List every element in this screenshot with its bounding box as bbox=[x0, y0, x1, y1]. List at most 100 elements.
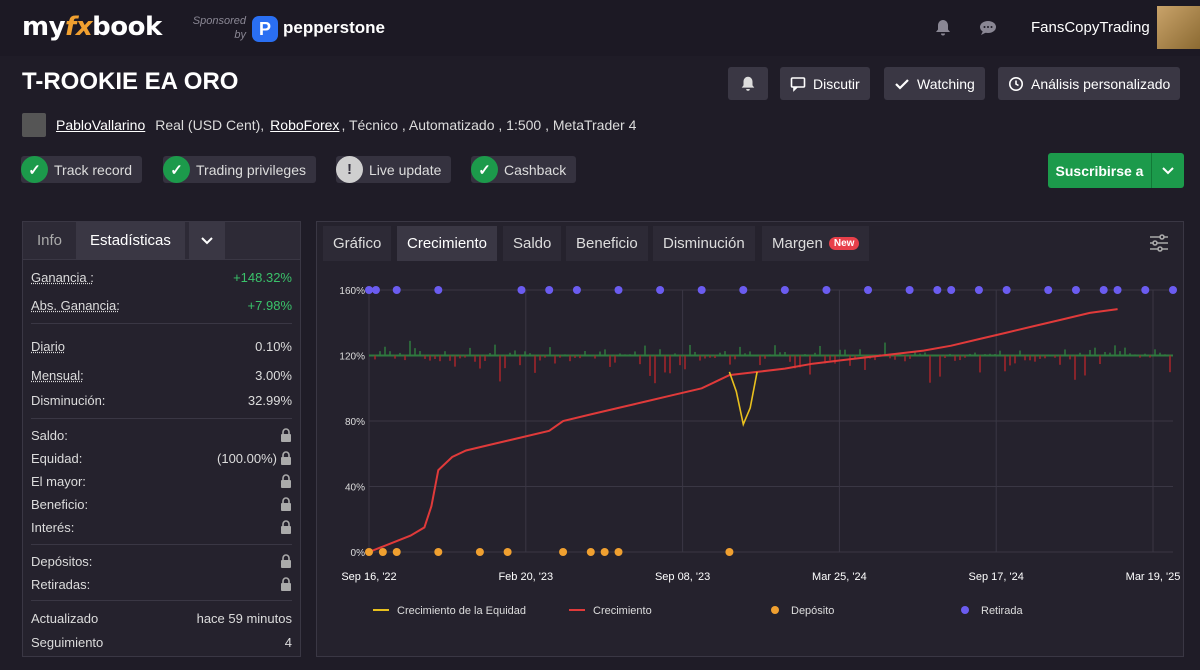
badge-label: Cashback bbox=[504, 161, 567, 178]
stat-interest: Interés: bbox=[31, 517, 292, 537]
profit-label: Beneficio: bbox=[31, 496, 89, 512]
stat-abs-gain: Abs. Ganancia: +7.98% bbox=[31, 295, 292, 315]
deposit-marker bbox=[434, 548, 443, 556]
chevron-down-icon[interactable] bbox=[1151, 153, 1184, 188]
pepperstone-logo-icon[interactable]: P bbox=[252, 16, 278, 42]
equity-value: (100.00%) bbox=[217, 450, 277, 466]
withdrawal-marker bbox=[365, 286, 373, 294]
gain-label[interactable]: Ganancia : bbox=[31, 269, 94, 285]
check-circle-icon: ✓ bbox=[21, 156, 48, 183]
drawdown-value: 32.99% bbox=[247, 392, 292, 408]
myfxbook-logo[interactable]: myfxbook bbox=[22, 12, 162, 42]
top-navbar: myfxbook Sponsored by P pepperstone FansC… bbox=[0, 0, 1200, 56]
chat-icon[interactable] bbox=[978, 18, 998, 38]
withdrawal-marker bbox=[1169, 286, 1177, 294]
alert-button[interactable] bbox=[728, 67, 768, 100]
withdrawals-label: Retiradas: bbox=[31, 576, 91, 592]
username[interactable]: FansCopyTrading bbox=[1031, 19, 1150, 36]
growth-chart[interactable]: 0% 40% 80% 120% 160% Sep 16, '22 Feb 20, '23 S… bbox=[317, 262, 1185, 607]
subscribe-label: Suscribirse a bbox=[1055, 162, 1144, 179]
comment-icon bbox=[790, 76, 806, 92]
lock-icon bbox=[281, 554, 291, 568]
y-tick-label: 160% bbox=[339, 286, 365, 297]
badge-track-record[interactable]: ✓ Track record bbox=[21, 156, 143, 183]
tab-growth[interactable]: Crecimiento bbox=[397, 226, 498, 261]
badge-label: Trading privileges bbox=[196, 161, 306, 178]
stat-deposits: Depósitos: bbox=[31, 551, 292, 571]
stat-monthly: Mensual: 3.00% bbox=[31, 365, 292, 385]
lock-icon bbox=[281, 577, 291, 591]
new-badge: New bbox=[828, 237, 860, 250]
withdrawal-marker bbox=[517, 286, 526, 294]
badge-cashback[interactable]: ✓ Cashback bbox=[471, 156, 577, 183]
legend-label: Retirada bbox=[981, 605, 1023, 617]
deposit-marker bbox=[614, 548, 623, 556]
account-type: Real (USD Cent), bbox=[155, 117, 265, 133]
x-tick-label: Sep 16, '22 bbox=[341, 571, 396, 583]
badge-live-update[interactable]: ! Live update bbox=[336, 156, 452, 183]
stat-highest: El mayor: bbox=[31, 471, 292, 491]
badge-label: Live update bbox=[369, 161, 442, 178]
gain-value: +148.32% bbox=[233, 269, 292, 285]
sponsor-name[interactable]: pepperstone bbox=[283, 18, 386, 37]
discuss-button[interactable]: Discutir bbox=[780, 67, 870, 100]
stat-equity: Equidad: (100.00%) bbox=[31, 448, 292, 468]
withdrawal-marker bbox=[392, 286, 401, 294]
tab-statistics[interactable]: Estadísticas bbox=[76, 221, 185, 260]
lock-icon bbox=[281, 428, 291, 442]
withdrawal-marker bbox=[572, 286, 581, 294]
x-tick-label: Sep 08, '23 bbox=[655, 571, 710, 583]
chart-panel: Gráfico Crecimiento Saldo Beneficio Dism… bbox=[316, 221, 1184, 657]
deposit-marker bbox=[392, 548, 401, 556]
lock-icon bbox=[281, 474, 291, 488]
tab-info[interactable]: Info bbox=[37, 232, 63, 249]
withdrawal-marker bbox=[371, 286, 380, 294]
notification-bell-icon[interactable] bbox=[933, 18, 953, 38]
daily-label[interactable]: Diario bbox=[31, 338, 65, 354]
subscribe-button[interactable]: Suscribirse a bbox=[1048, 153, 1184, 188]
withdrawal-marker bbox=[974, 286, 983, 294]
abs-gain-label[interactable]: Abs. Ganancia: bbox=[31, 297, 120, 313]
deposit-marker bbox=[503, 548, 512, 556]
account-meta: PabloVallarino Real (USD Cent), RoboFore… bbox=[22, 113, 636, 137]
stats-tabs: Info Estadísticas bbox=[23, 221, 300, 260]
tab-profit[interactable]: Beneficio bbox=[566, 226, 648, 261]
badge-trading-privileges[interactable]: ✓ Trading privileges bbox=[163, 156, 316, 183]
tab-drawdown[interactable]: Disminución bbox=[653, 226, 755, 261]
withdrawal-marker bbox=[434, 286, 443, 294]
custom-analysis-label: Análisis personalizado bbox=[1031, 75, 1171, 92]
tab-balance[interactable]: Saldo bbox=[503, 226, 562, 261]
equity-label: Equidad: bbox=[31, 450, 83, 466]
monthly-value: 3.00% bbox=[255, 367, 292, 383]
watching-button[interactable]: Watching bbox=[884, 67, 985, 100]
deposit-marker bbox=[586, 548, 595, 556]
lock-icon bbox=[281, 520, 291, 534]
updated-value: hace 59 minutos bbox=[196, 610, 292, 626]
chevron-down-icon[interactable] bbox=[188, 221, 225, 260]
custom-analysis-button[interactable]: Análisis personalizado bbox=[998, 67, 1181, 100]
settings-sliders-icon[interactable] bbox=[1148, 232, 1170, 254]
exclamation-circle-icon: ! bbox=[336, 156, 363, 183]
divider bbox=[31, 544, 292, 545]
owner-link[interactable]: PabloVallarino bbox=[56, 117, 146, 133]
deposit-marker bbox=[559, 548, 568, 556]
owner-avatar[interactable] bbox=[22, 113, 46, 137]
legend-dot-swatch bbox=[961, 606, 969, 614]
withdrawal-marker bbox=[780, 286, 789, 294]
stat-updated: Actualizado hace 59 minutos bbox=[31, 608, 292, 628]
legend-label: Crecimiento bbox=[593, 605, 652, 617]
withdrawal-marker bbox=[1141, 286, 1150, 294]
broker-link[interactable]: RoboForex bbox=[270, 117, 340, 133]
bell-icon bbox=[741, 76, 755, 91]
user-avatar[interactable] bbox=[1157, 6, 1200, 49]
lock-icon bbox=[281, 497, 291, 511]
withdrawal-marker bbox=[697, 286, 706, 294]
lock-icon bbox=[281, 451, 291, 465]
deposit-marker bbox=[600, 548, 609, 556]
monthly-label[interactable]: Mensual: bbox=[31, 367, 84, 383]
divider bbox=[31, 418, 292, 419]
tab-chart[interactable]: Gráfico bbox=[323, 226, 392, 261]
check-circle-icon: ✓ bbox=[471, 156, 498, 183]
tab-margin[interactable]: Margen New bbox=[762, 226, 870, 261]
withdrawal-marker bbox=[1002, 286, 1011, 294]
